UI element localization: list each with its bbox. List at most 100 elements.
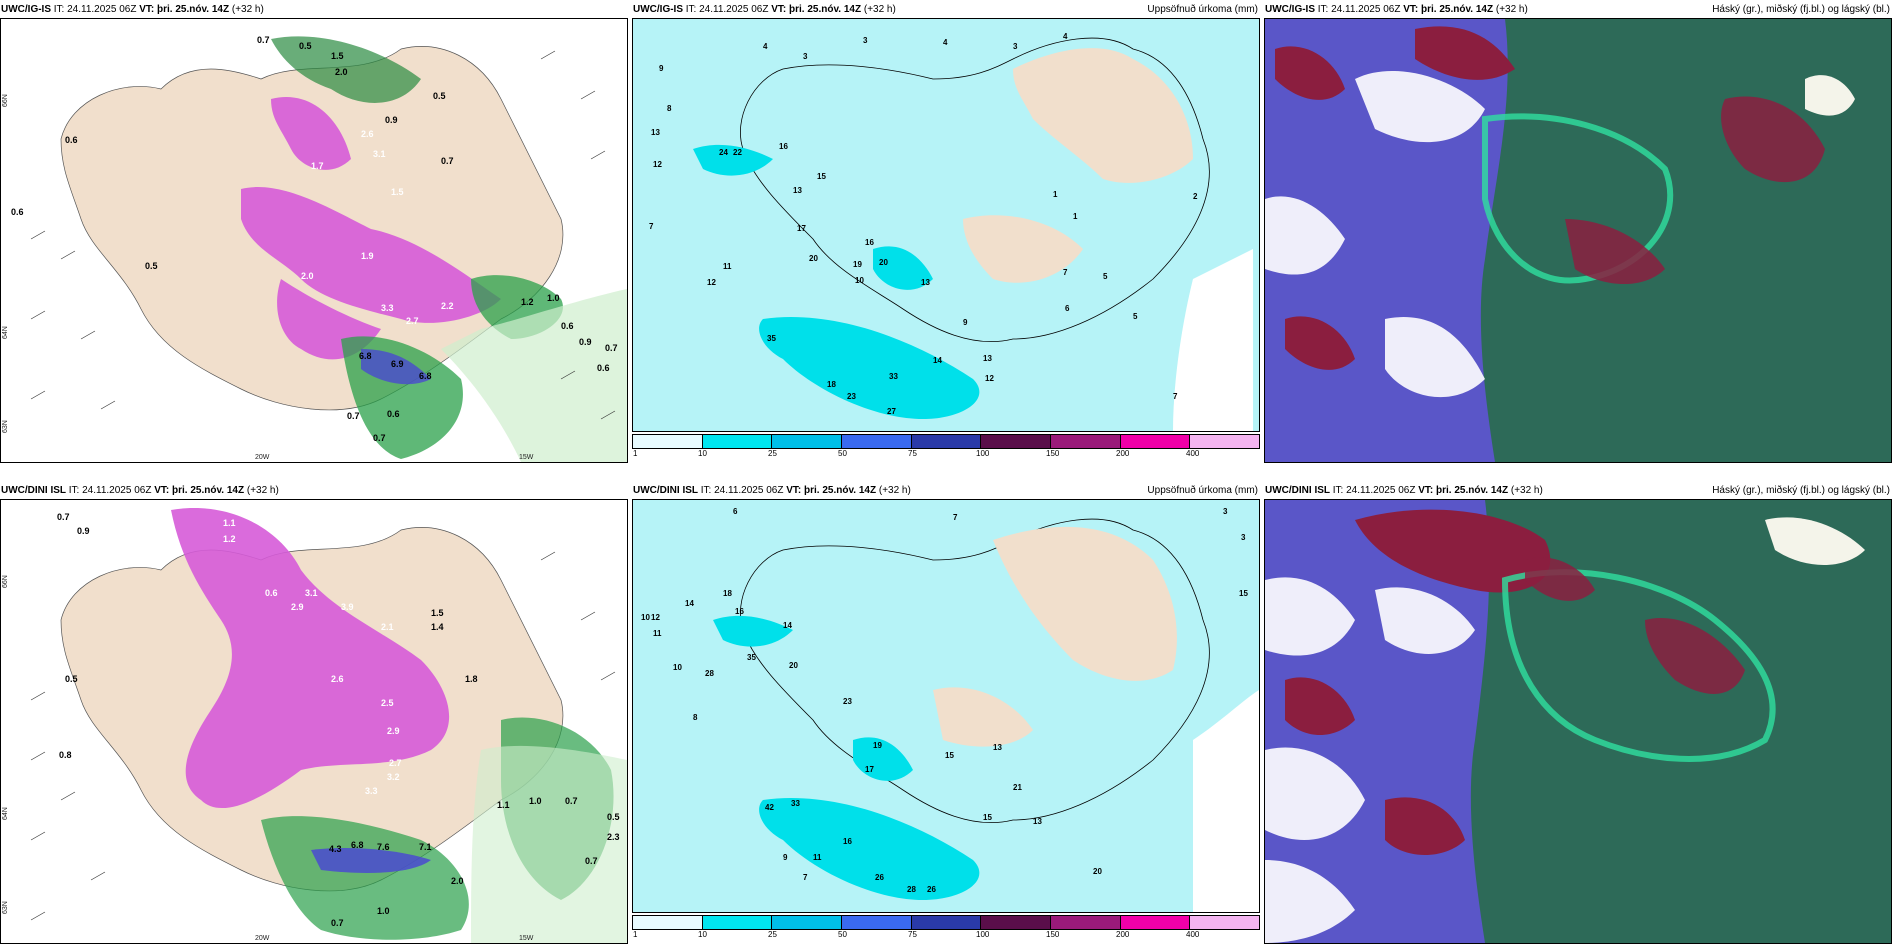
value-label: 18 — [827, 380, 836, 389]
value-label: 3 — [1013, 42, 1018, 51]
colorbar-tick: 400 — [1186, 449, 1200, 458]
map-accumulated-precipitation: 6 7 3 3 15 10 12 11 14 18 16 14 35 28 20… — [632, 499, 1260, 913]
value-label: 0.5 — [433, 91, 446, 101]
value-label: 35 — [747, 653, 756, 662]
value-label: 1.7 — [311, 161, 324, 171]
value-label: 16 — [865, 238, 874, 247]
value-label: 4 — [943, 38, 948, 47]
colorbar-tick: 50 — [838, 449, 847, 458]
vt-label: VT: — [1418, 485, 1434, 496]
value-label: 42 — [765, 803, 774, 812]
value-label: 4 — [1063, 32, 1068, 41]
value-label: 1.5 — [391, 187, 404, 197]
init-time: 24.11.2025 06Z — [1331, 4, 1401, 15]
value-label: 3.1 — [373, 149, 386, 159]
value-label: 0.7 — [441, 156, 454, 166]
colorbar-swatch — [981, 435, 1052, 448]
colorbar-tick: 200 — [1116, 449, 1130, 458]
valid-time: þri. 25.nóv. 14Z — [789, 4, 862, 15]
lon-label: 20W — [255, 454, 270, 461]
value-label: 0.6 — [11, 207, 24, 217]
value-label: 35 — [767, 334, 776, 343]
lead-time: (+32 h) — [231, 4, 264, 15]
lon-label: 15W — [519, 935, 534, 942]
colorbar-tick: 150 — [1046, 930, 1060, 939]
value-label: 0.8 — [59, 750, 72, 760]
value-label: 0.5 — [607, 812, 620, 822]
value-label: 0.6 — [597, 363, 610, 373]
value-label: 0.7 — [347, 411, 360, 421]
value-label: 1.8 — [465, 674, 478, 684]
panel-top-left: UWC/IG-IS IT: 24.11.2025 06Z VT: þri. 25… — [0, 0, 628, 463]
colorbar-swatch — [911, 916, 982, 929]
valid-time: þri. 25.nóv. 14Z — [804, 485, 877, 496]
value-label: 3 — [803, 52, 808, 61]
lead-time: (+32 h) — [246, 485, 279, 496]
it-label: IT: — [1332, 485, 1344, 496]
colorbar-tick: 100 — [976, 449, 990, 458]
value-label: 10 — [641, 613, 650, 622]
value-label: 0.7 — [373, 433, 386, 443]
value-label: 1.5 — [431, 608, 444, 618]
precipitation-colorbar: 1 10 25 50 75 100 150 200 400 — [632, 434, 1260, 460]
value-label: 3 — [1241, 533, 1246, 542]
valid-time: þri. 25.nóv. 14Z — [1421, 4, 1494, 15]
lat-label: 63N — [2, 420, 9, 433]
value-label: 7 — [649, 222, 654, 231]
value-label: 14 — [685, 599, 694, 608]
value-label: 15 — [817, 172, 826, 181]
vt-label: VT: — [139, 4, 155, 15]
value-label: 2.6 — [361, 129, 374, 139]
panel-header: UWC/IG-IS IT: 24.11.2025 06Z VT: þri. 25… — [632, 0, 1260, 18]
value-label: 6 — [1065, 304, 1070, 313]
value-label: 7 — [953, 513, 958, 522]
value-label: 13 — [1033, 817, 1042, 826]
value-label: 2.1 — [381, 622, 394, 632]
value-label: 1.2 — [223, 534, 236, 544]
colorbar-swatch — [1120, 916, 1191, 929]
colorbar-swatch — [1190, 916, 1260, 929]
model-name: UWC/IG-IS — [1, 4, 51, 15]
value-label: 9 — [963, 318, 968, 327]
value-label: 23 — [847, 392, 856, 401]
value-label: 12 — [651, 613, 660, 622]
value-label: 21 — [1013, 783, 1022, 792]
colorbar-swatch — [702, 916, 773, 929]
value-label: 3.2 — [387, 772, 400, 782]
value-label: 27 — [887, 407, 896, 416]
it-label: IT: — [685, 4, 697, 15]
value-label: 0.5 — [65, 674, 78, 684]
value-label: 3.9 — [341, 602, 354, 612]
value-label: 2.7 — [389, 758, 402, 768]
colorbar-tick: 75 — [908, 449, 917, 458]
field-name: Háský (gr.), miðský (fj.bl.) og lágský (… — [1712, 4, 1890, 15]
value-label: 0.7 — [585, 856, 598, 866]
value-label: 14 — [783, 621, 792, 630]
value-label: 13 — [651, 128, 660, 137]
value-label: 13 — [921, 278, 930, 287]
value-label: 1.5 — [331, 51, 344, 61]
value-label: 7 — [1173, 392, 1178, 401]
value-label: 1.1 — [223, 518, 236, 528]
value-label: 18 — [723, 589, 732, 598]
value-label: 26 — [875, 873, 884, 882]
value-label: 17 — [797, 224, 806, 233]
colorbar-tick: 75 — [908, 930, 917, 939]
colorbar-tick: 200 — [1116, 930, 1130, 939]
value-label: 7 — [803, 873, 808, 882]
panel-top-right: UWC/IG-IS IT: 24.11.2025 06Z VT: þri. 25… — [1264, 0, 1892, 463]
value-label: 6.8 — [419, 371, 432, 381]
value-label: 0.7 — [57, 512, 70, 522]
value-label: 14 — [933, 356, 942, 365]
it-label: IT: — [1317, 4, 1329, 15]
value-label: 1.9 — [361, 251, 374, 261]
panel-header: UWC/DINI ISL IT: 24.11.2025 06Z VT: þri.… — [632, 481, 1260, 499]
colorbar-tick: 25 — [768, 449, 777, 458]
value-label: 1.0 — [547, 293, 560, 303]
value-label: 0.9 — [579, 337, 592, 347]
value-label: 11 — [723, 262, 732, 271]
model-name: UWC/DINI ISL — [1, 485, 66, 496]
value-label: 7 — [1063, 268, 1068, 277]
value-label: 10 — [855, 276, 864, 285]
lat-label: 64N — [2, 326, 9, 339]
